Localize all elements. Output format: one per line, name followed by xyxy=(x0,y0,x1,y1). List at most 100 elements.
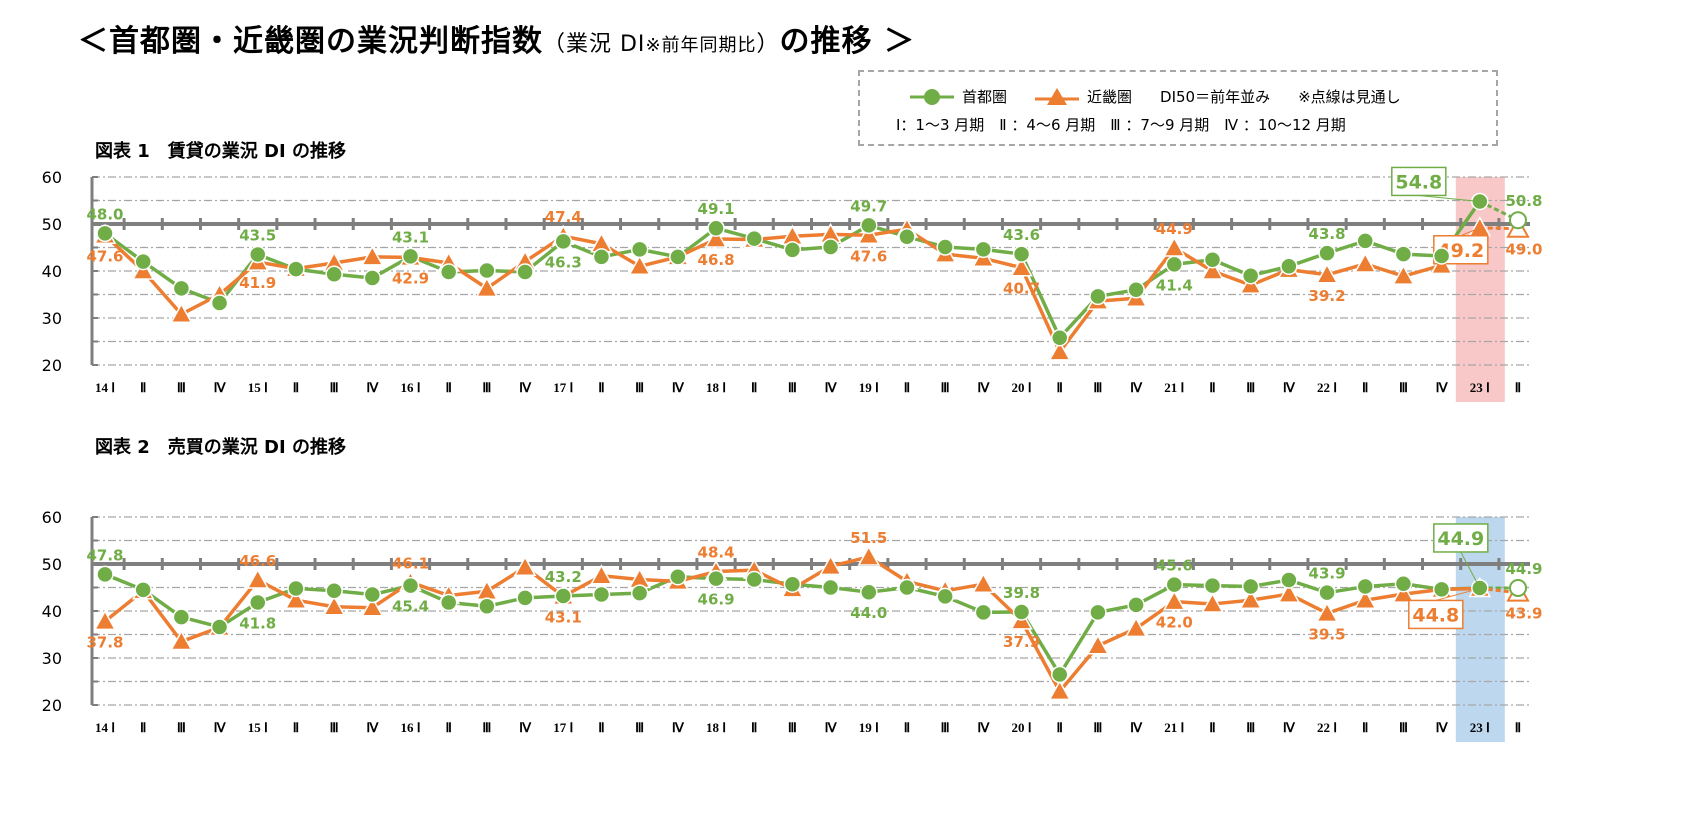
series2-point xyxy=(170,630,193,651)
x-tick-label: Ⅳ xyxy=(519,380,532,395)
series1-point xyxy=(821,238,840,256)
series1-point xyxy=(478,261,496,280)
series1-point xyxy=(1012,245,1031,263)
callout-leader xyxy=(1460,227,1481,237)
series2-point xyxy=(1163,590,1186,611)
x-tick-label: Ⅱ xyxy=(904,380,910,395)
x-tick-label: 19 Ⅰ xyxy=(859,380,879,395)
x-tick-label: 18 Ⅰ xyxy=(706,720,726,735)
series1-point xyxy=(1127,281,1145,299)
series2-point xyxy=(513,555,537,577)
series1-point xyxy=(401,576,420,595)
series1-point xyxy=(1509,578,1527,597)
y-tick-label: 40 xyxy=(42,262,62,281)
title-main: ＜首都圏・近畿圏の業況判断指数 xyxy=(78,24,543,59)
series2-point xyxy=(361,245,384,266)
data-label-series2: 46.6 xyxy=(239,552,276,570)
x-tick-label: Ⅲ xyxy=(1093,720,1102,735)
series1-point xyxy=(96,224,114,243)
x-tick-label: 21 Ⅰ xyxy=(1164,380,1184,395)
x-tick-label: Ⅳ xyxy=(366,380,379,395)
series1-point xyxy=(1050,665,1069,684)
series1-point xyxy=(821,578,840,597)
series1-point xyxy=(516,589,534,607)
series1-point xyxy=(287,579,305,598)
series2-point xyxy=(857,545,881,566)
callout-leader xyxy=(1418,194,1480,202)
series1-point xyxy=(745,570,763,589)
series1-point xyxy=(1241,266,1260,285)
chart2-sales-di: 60 50 40 30 20 14 Ⅰ Ⅱ Ⅲ Ⅳ 15 Ⅰ Ⅱ Ⅲ Ⅳ 16 Ⅰ Ⅱ Ⅲ Ⅳ 17 Ⅰ Ⅱ Ⅲ Ⅳ 18… xyxy=(42,508,1543,742)
series1-point xyxy=(1394,245,1413,263)
x-tick-label: Ⅱ xyxy=(598,380,604,395)
series1-point xyxy=(1356,577,1374,596)
x-tick-label: Ⅳ xyxy=(1283,380,1296,395)
data-label-series2: 47.6 xyxy=(850,247,887,265)
series1-point xyxy=(210,294,229,312)
x-tick-label: 23 Ⅰ xyxy=(1470,720,1490,735)
data-label-series2: 43.9 xyxy=(1505,605,1542,623)
data-label-series2: 46.8 xyxy=(698,251,735,269)
data-label-series2: 46.1 xyxy=(392,554,429,572)
series1-point xyxy=(363,585,382,604)
data-label-series1: 45.6 xyxy=(1156,557,1193,575)
x-tick-label: Ⅱ xyxy=(904,720,910,735)
series1-point xyxy=(974,603,993,622)
series2-point xyxy=(1277,582,1301,603)
series2-point xyxy=(1353,588,1377,609)
series2-point xyxy=(1048,679,1072,701)
series1-point xyxy=(1089,287,1107,306)
x-tick-label: Ⅲ xyxy=(788,720,797,735)
data-label-series1: 46.3 xyxy=(545,253,582,271)
series1-point xyxy=(1394,574,1413,593)
series2-point xyxy=(1353,252,1377,273)
x-tick-label: 14 Ⅰ xyxy=(95,720,115,735)
series1-point xyxy=(172,279,191,298)
series1-point xyxy=(1432,580,1451,599)
series1-point xyxy=(1203,576,1222,595)
x-tick-label: Ⅲ xyxy=(177,380,186,395)
x-tick-label: Ⅳ xyxy=(672,720,685,735)
series2-point xyxy=(590,564,613,585)
series1-point xyxy=(707,569,725,588)
x-tick-label: 19 Ⅰ xyxy=(859,720,879,735)
data-label-series1: 44.0 xyxy=(850,604,887,622)
data-label-series1: 41.8 xyxy=(239,615,276,633)
x-tick-label: Ⅲ xyxy=(482,720,491,735)
x-tick-label: Ⅲ xyxy=(482,380,491,395)
chart1-rental-di: 60 50 40 30 20 14 Ⅰ Ⅱ Ⅲ Ⅳ 15 Ⅰ Ⅱ Ⅲ Ⅳ 16 Ⅰ Ⅱ Ⅲ Ⅳ 17 Ⅰ Ⅱ Ⅲ Ⅳ 18… xyxy=(42,166,1543,402)
x-tick-label: Ⅲ xyxy=(330,720,339,735)
data-label-series2: 51.5 xyxy=(850,529,887,547)
series1-point xyxy=(783,575,802,593)
x-tick-label: Ⅱ xyxy=(1362,380,1368,395)
series2-point xyxy=(1010,256,1033,277)
series2-point xyxy=(170,302,193,323)
x-tick-label: 22 Ⅰ xyxy=(1317,380,1337,395)
series1-point xyxy=(630,240,649,259)
callout-value-series1: 54.8 xyxy=(1395,171,1442,193)
x-tick-label: Ⅳ xyxy=(977,380,990,395)
callout-value-series2: 44.8 xyxy=(1412,604,1459,626)
series1-point xyxy=(898,578,916,597)
x-tick-label: Ⅳ xyxy=(519,720,532,735)
series2-point xyxy=(972,572,995,593)
x-tick-label: Ⅳ xyxy=(1130,380,1143,395)
data-label-series1: 43.8 xyxy=(1309,225,1346,243)
x-tick-label: Ⅲ xyxy=(1399,720,1408,735)
x-tick-label: 18 Ⅰ xyxy=(706,380,726,395)
series2-point xyxy=(475,276,499,298)
x-tick-label: Ⅳ xyxy=(672,380,685,395)
data-label-series1: 47.8 xyxy=(86,546,123,564)
series1-point xyxy=(1050,328,1069,347)
series-forecast-line-2 xyxy=(1479,226,1519,231)
series1-point xyxy=(325,265,343,284)
series1-point xyxy=(592,248,611,266)
series1-point xyxy=(669,567,687,586)
title-tail: の推移 ＞ xyxy=(779,24,915,59)
data-label-series2: 49.0 xyxy=(1505,241,1542,259)
data-label-series1: 43.9 xyxy=(1309,565,1346,583)
series1-point xyxy=(439,263,458,281)
x-tick-label: Ⅳ xyxy=(366,720,379,735)
series1-point xyxy=(1318,583,1336,602)
x-tick-label: Ⅱ xyxy=(751,720,757,735)
